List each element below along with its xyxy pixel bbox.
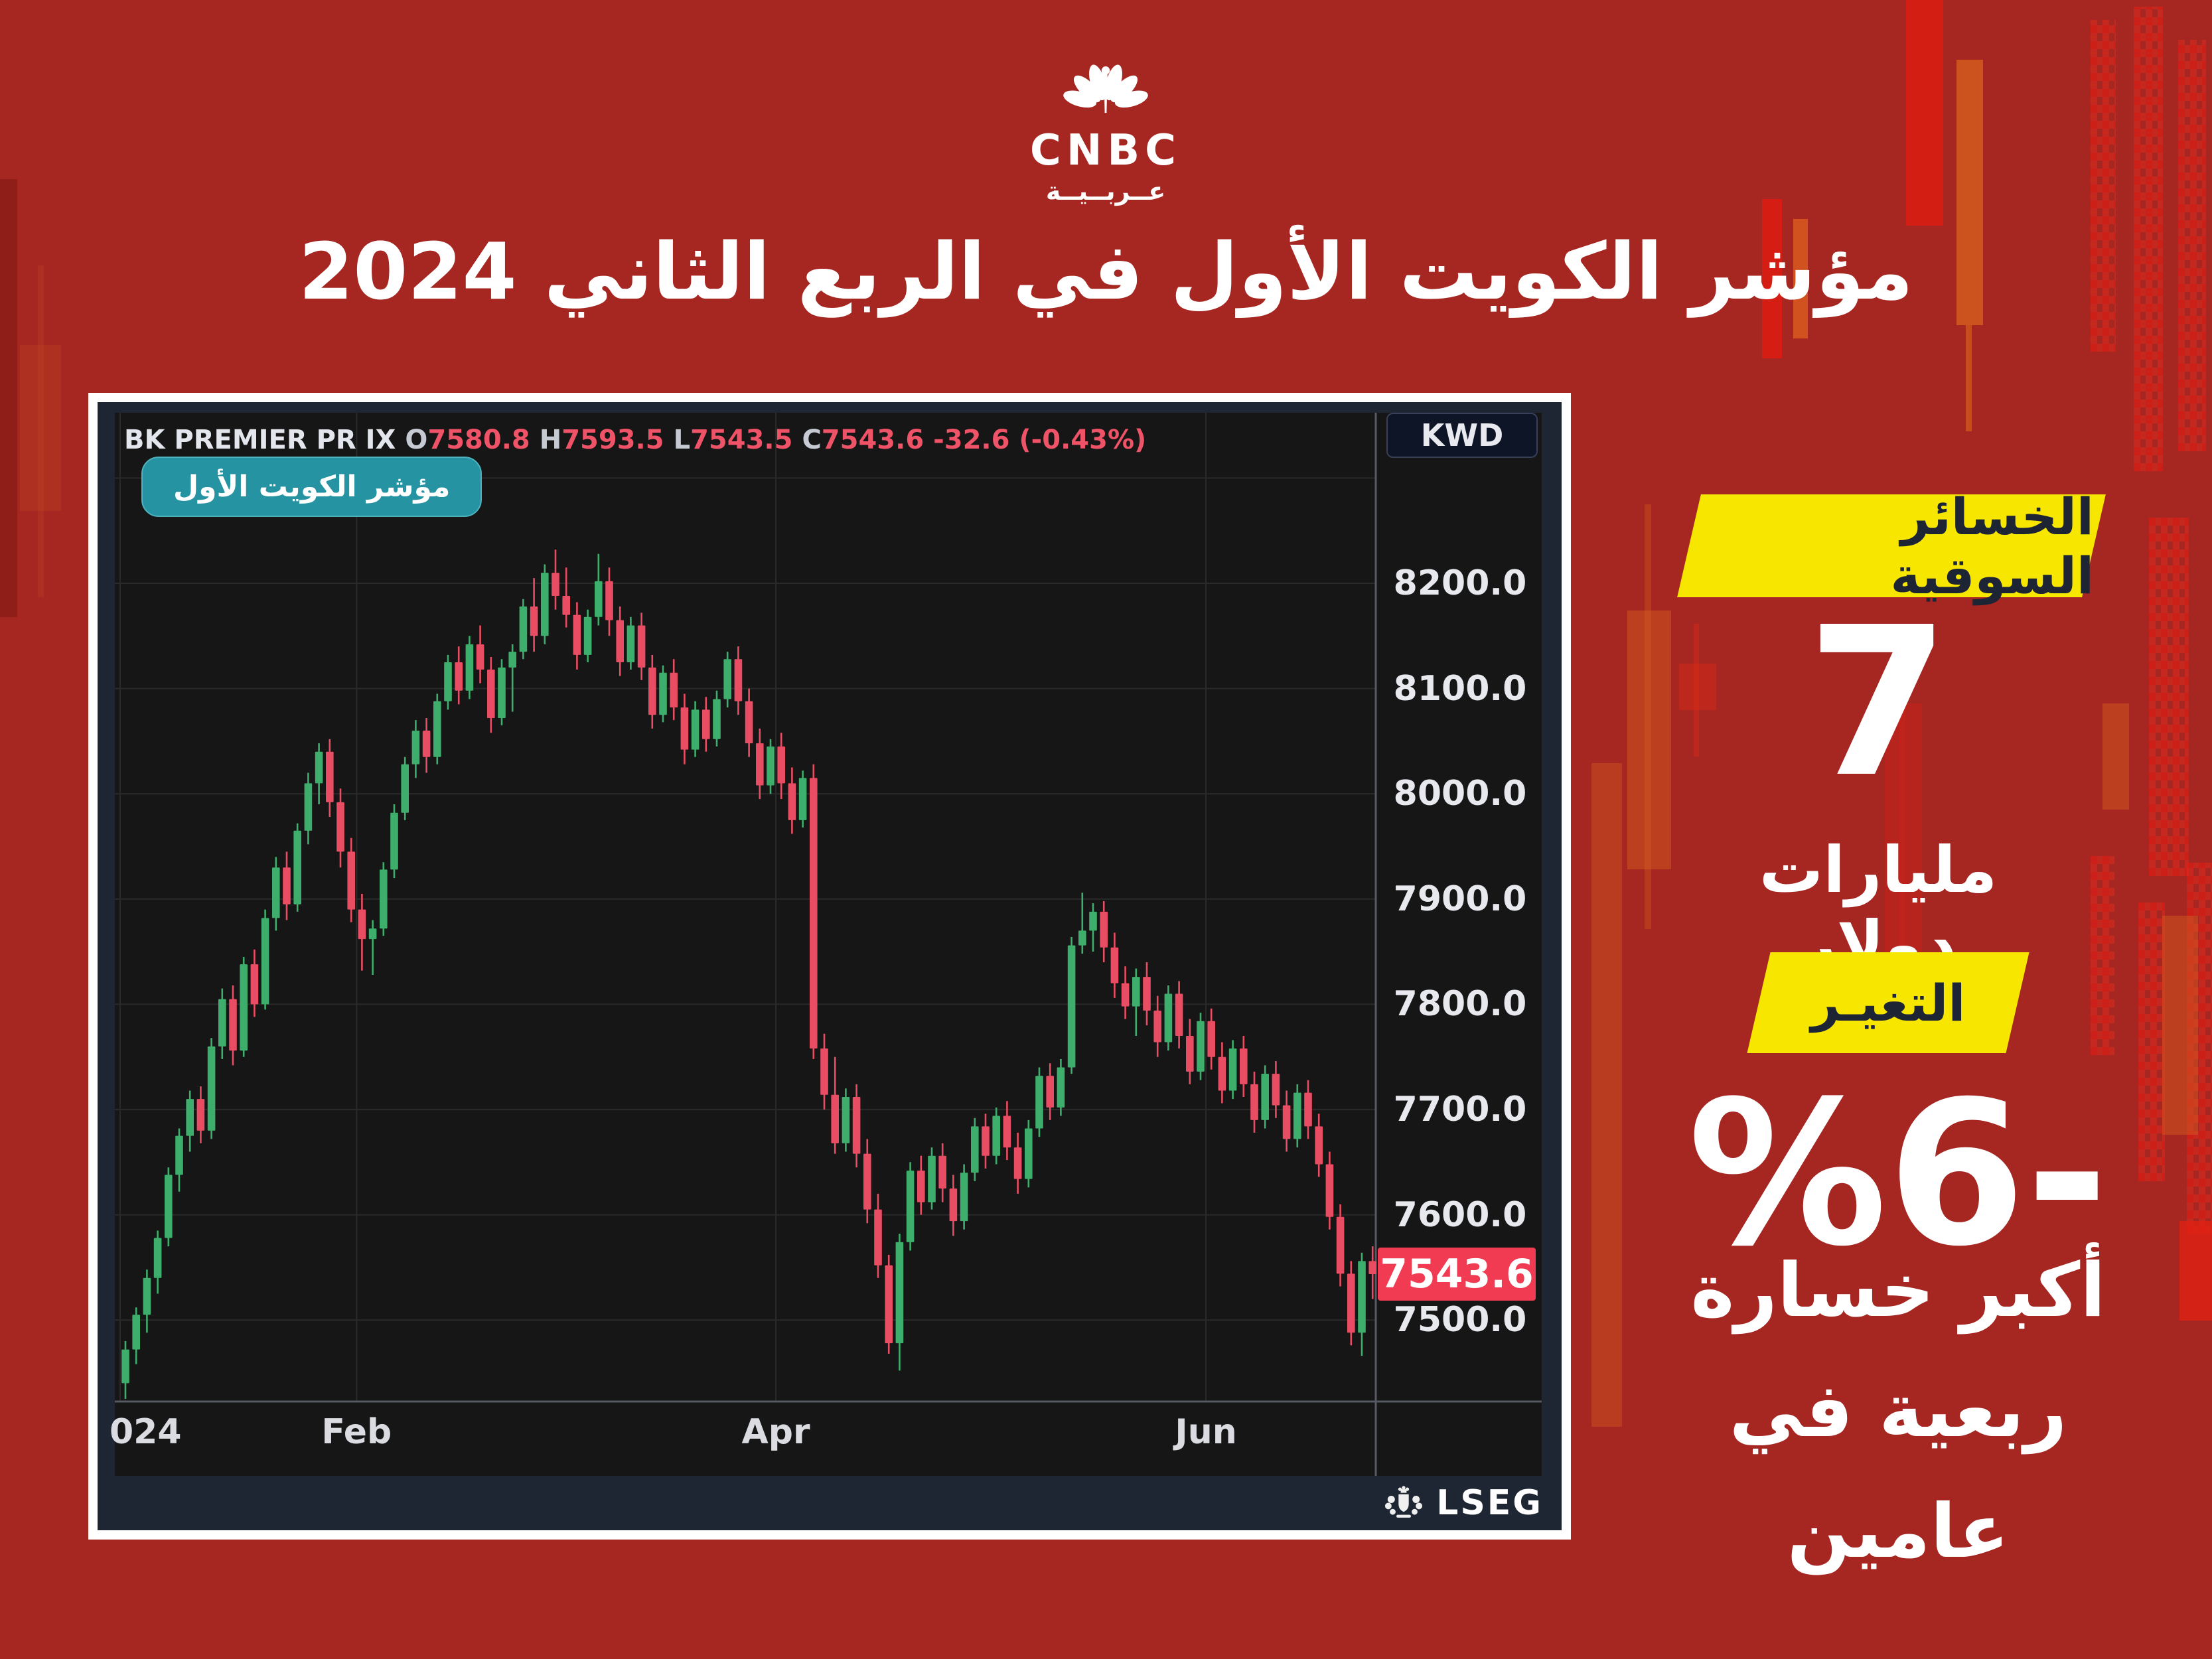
change-value: %6- [1688, 1058, 2108, 1290]
last-price-tag: 7543.6 [1378, 1248, 1536, 1301]
lseg-watermark: LSEG [1382, 1480, 1543, 1526]
legend-symbol-name: BK PREMIER PR IX [124, 425, 396, 455]
bg-candle-wick [1645, 504, 1651, 929]
bg-candle-streak [1906, 0, 1943, 226]
legend-value: C [802, 425, 822, 455]
legend-value: L [673, 425, 691, 455]
bg-dotted-column [2187, 863, 2212, 1234]
price-axis-label: 7500.0 [1393, 1300, 1527, 1340]
footnote-text: أكبر خسارة ربعية في عامين [1626, 1231, 2170, 1592]
price-axis-label: 8200.0 [1393, 563, 1527, 603]
chart-panel-frame: BK PREMIER PR IX O7580.8 H7593.5 L7543.5 C75… [98, 402, 1562, 1530]
logo-sub-text: عــربــيــة [1045, 177, 1166, 206]
footnote-line2: ربعية في عامين [1729, 1368, 2067, 1575]
bg-dotted-column [2149, 518, 2189, 876]
legend-value: 7543.5 [690, 425, 793, 455]
cnbc-arabia-logo: CNBC عــربــيــة [960, 44, 1252, 206]
bg-candle [1627, 611, 1671, 869]
bg-candle-wick [1966, 325, 1972, 431]
market-losses-badge-label: الخسائر السوقية [1890, 486, 2094, 605]
losses-value: 7 [1806, 583, 1950, 823]
ohlc-legend: BK PREMIER PR IX O7580.8 H7593.5 L7543.5 C75… [124, 425, 1155, 455]
time-axis-label: Apr [741, 1412, 810, 1452]
legend-value: O [405, 425, 428, 455]
time-axis-label: Feb [321, 1412, 392, 1452]
lseg-emblem-icon [1385, 1486, 1423, 1518]
price-axis-label: 7900.0 [1393, 879, 1527, 919]
legend-value: -32.6 (-0.43%) [933, 425, 1147, 455]
time-axis-label: 024 [110, 1412, 182, 1452]
lseg-label: LSEG [1436, 1483, 1543, 1523]
price-axis-label: 8100.0 [1393, 668, 1527, 709]
page-title: مؤشر الكويت الأول في الربع الثاني 2024 [299, 226, 1913, 317]
cnbc-peacock-icon [1063, 64, 1148, 113]
price-axis-label: 7800.0 [1393, 984, 1527, 1025]
legend-value: 7543.6 [821, 425, 924, 455]
currency-badge: KWD [1386, 413, 1538, 458]
legend-value: 7593.5 [561, 425, 664, 455]
bg-candle [2179, 1221, 2212, 1321]
change-badge: التغيـر [1747, 952, 2029, 1053]
price-axis-label: 8000.0 [1393, 774, 1527, 814]
market-losses-badge: الخسائر السوقية [1677, 486, 2106, 605]
chart-plot-area: BK PREMIER PR IX O7580.8 H7593.5 L7543.5 C75… [110, 413, 1542, 1476]
bg-candle [1591, 763, 1622, 1427]
bg-dotted-column [2091, 856, 2114, 1055]
bg-candle [20, 345, 61, 511]
change-badge-label: التغيـر [1810, 973, 1966, 1033]
price-axis-label: 7700.0 [1393, 1090, 1527, 1129]
candles-svg [115, 413, 1542, 1476]
logo-brand-text: CNBC [1029, 126, 1182, 175]
price-axis-label: 7600.0 [1393, 1194, 1527, 1235]
bg-candle [2102, 703, 2129, 810]
time-axis-label: Jun [1175, 1412, 1237, 1452]
legend-value: 7580.8 [427, 425, 530, 455]
chart-panel: BK PREMIER PR IX O7580.8 H7593.5 L7543.5 C75… [88, 393, 1571, 1540]
footnote-line1: أكبر خسارة [1690, 1248, 2106, 1334]
symbol-badge: مؤشر الكويت الأول [141, 457, 482, 517]
legend-value: H [539, 425, 562, 455]
